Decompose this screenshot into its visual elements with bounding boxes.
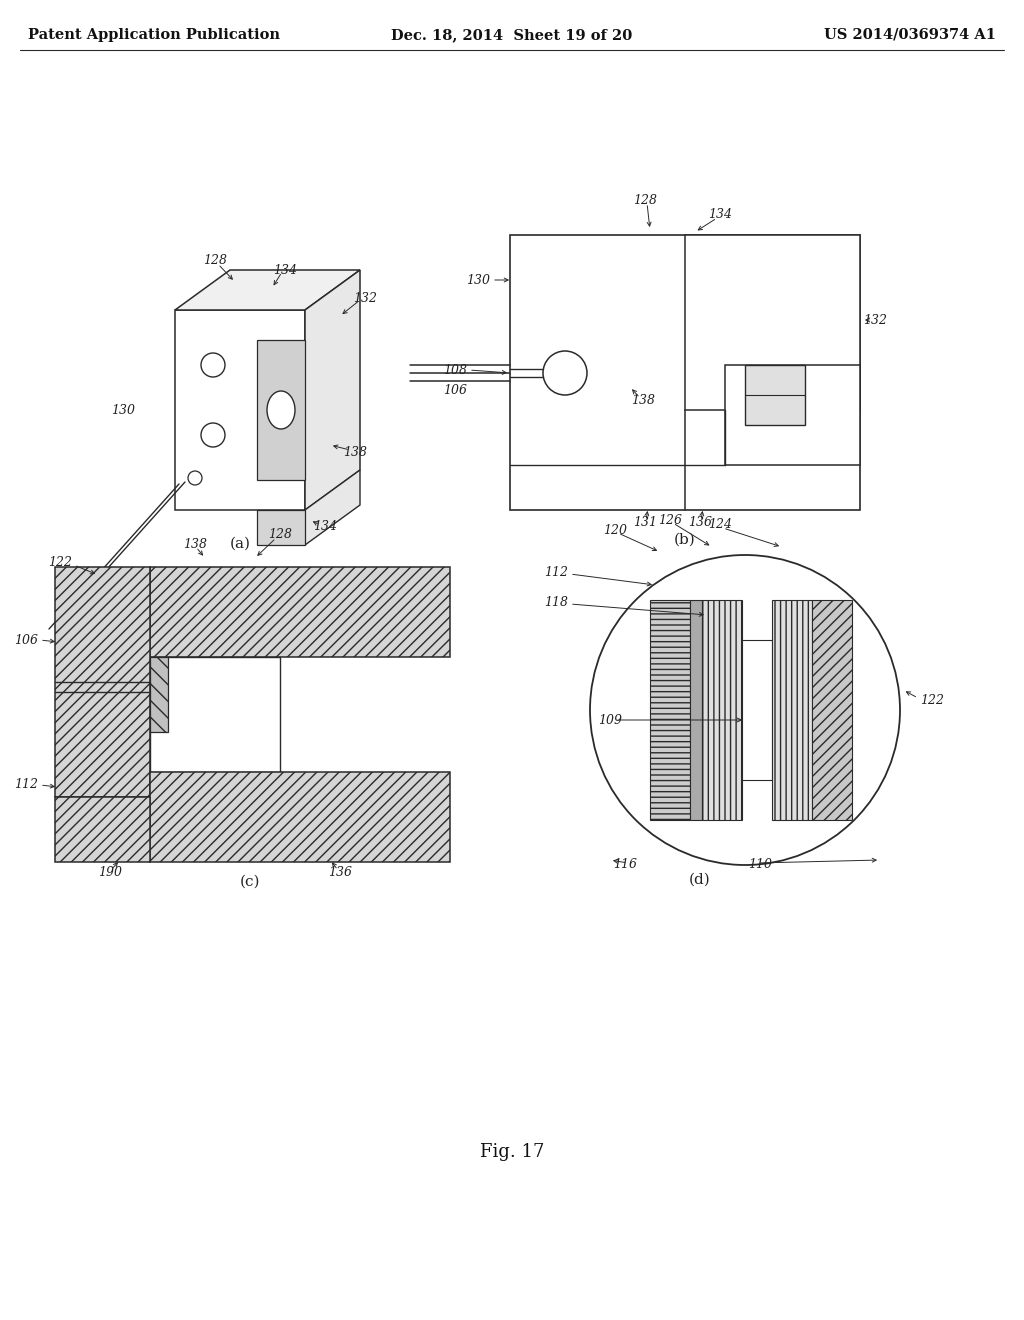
Bar — [510, 235, 860, 510]
Text: Patent Application Publication: Patent Application Publication — [28, 28, 280, 42]
Text: 128: 128 — [633, 194, 657, 206]
Text: 138: 138 — [631, 393, 655, 407]
Text: 112: 112 — [14, 779, 38, 792]
Bar — [150, 772, 450, 862]
Polygon shape — [175, 271, 360, 310]
Text: 136: 136 — [688, 516, 712, 529]
Bar — [725, 366, 860, 465]
Text: 126: 126 — [658, 513, 682, 527]
Text: 130: 130 — [466, 273, 490, 286]
Text: 118: 118 — [544, 595, 568, 609]
Bar — [702, 601, 742, 820]
Bar — [742, 640, 772, 780]
Text: 109: 109 — [598, 714, 622, 726]
Circle shape — [201, 352, 225, 378]
Text: 134: 134 — [708, 209, 732, 222]
Bar — [150, 568, 450, 657]
Text: 108: 108 — [443, 363, 467, 376]
Text: 130: 130 — [111, 404, 135, 417]
Bar — [685, 235, 860, 411]
Text: 106: 106 — [443, 384, 467, 396]
Text: 131: 131 — [633, 516, 657, 529]
Text: 136: 136 — [328, 866, 352, 879]
Text: 112: 112 — [544, 565, 568, 578]
Text: US 2014/0369374 A1: US 2014/0369374 A1 — [824, 28, 996, 42]
Text: (c): (c) — [240, 875, 260, 888]
Text: 116: 116 — [613, 858, 637, 871]
Text: 106: 106 — [14, 634, 38, 647]
Text: 124: 124 — [708, 519, 732, 532]
Bar — [257, 510, 305, 545]
Text: 134: 134 — [273, 264, 297, 276]
Text: 132: 132 — [863, 314, 887, 326]
Circle shape — [201, 422, 225, 447]
Bar — [150, 657, 168, 733]
Text: 110: 110 — [748, 858, 772, 871]
Text: 122: 122 — [48, 557, 72, 569]
Bar — [745, 366, 805, 425]
Ellipse shape — [267, 391, 295, 429]
Circle shape — [543, 351, 587, 395]
Text: 134: 134 — [313, 520, 337, 533]
Text: 128: 128 — [268, 528, 292, 541]
Bar — [650, 601, 690, 820]
Bar — [690, 601, 702, 820]
Text: (b): (b) — [674, 533, 696, 546]
Text: 138: 138 — [183, 539, 207, 552]
Bar — [55, 568, 150, 797]
Text: 132: 132 — [353, 292, 377, 305]
Text: 190: 190 — [98, 866, 122, 879]
Bar — [150, 657, 280, 772]
Bar — [257, 341, 305, 480]
Bar — [772, 601, 812, 820]
Text: (d): (d) — [689, 873, 711, 887]
Polygon shape — [305, 470, 360, 545]
Text: Dec. 18, 2014  Sheet 19 of 20: Dec. 18, 2014 Sheet 19 of 20 — [391, 28, 633, 42]
Text: 122: 122 — [920, 693, 944, 706]
Circle shape — [188, 471, 202, 484]
Polygon shape — [175, 310, 305, 510]
Text: Fig. 17: Fig. 17 — [480, 1143, 544, 1162]
Circle shape — [590, 554, 900, 865]
Polygon shape — [305, 271, 360, 510]
Text: 128: 128 — [203, 253, 227, 267]
Bar — [812, 601, 852, 820]
Bar — [55, 797, 150, 862]
Text: (a): (a) — [229, 537, 251, 550]
Text: 120: 120 — [603, 524, 627, 536]
Text: 138: 138 — [343, 446, 367, 458]
